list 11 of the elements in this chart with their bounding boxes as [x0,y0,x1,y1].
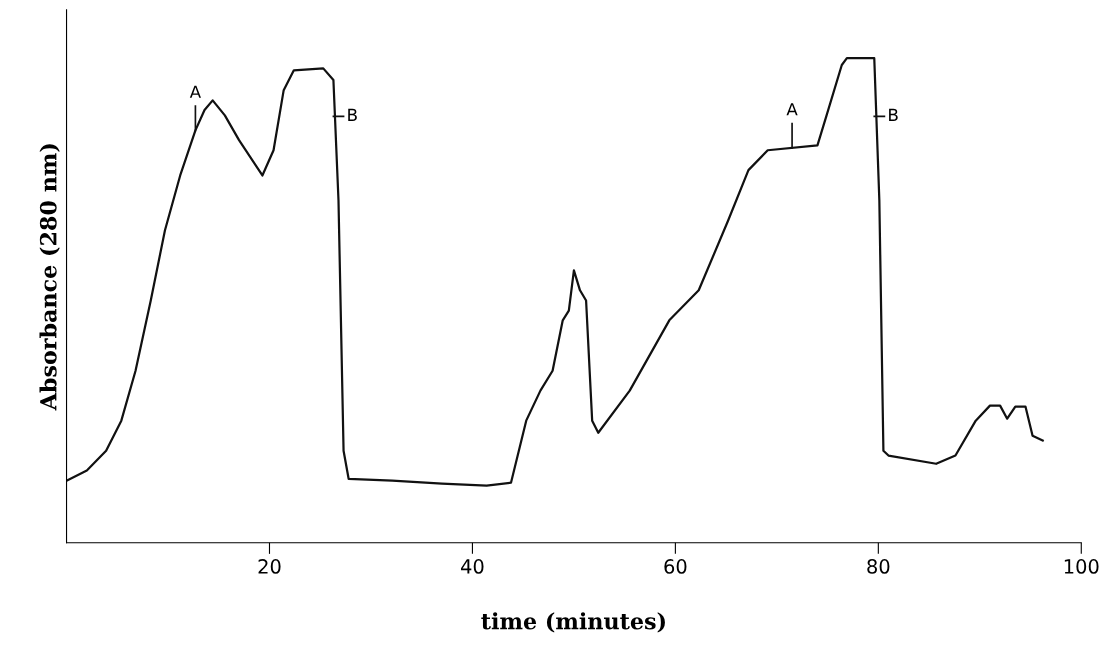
x-tick-label: 100 [1064,559,1099,574]
annotation: B [348,108,357,121]
annotation: A [786,103,798,116]
annotation: A [189,85,201,98]
annotation: B [889,108,898,121]
x-axis-title: time (minutes) [481,612,665,633]
x-tick-label: 60 [664,559,687,574]
x-tick-label: 80 [867,559,890,574]
y-axis-title: Absorbance (280 nm) [39,144,60,411]
x-tick-label: 20 [258,559,281,574]
x-tick-label: 40 [461,559,484,574]
